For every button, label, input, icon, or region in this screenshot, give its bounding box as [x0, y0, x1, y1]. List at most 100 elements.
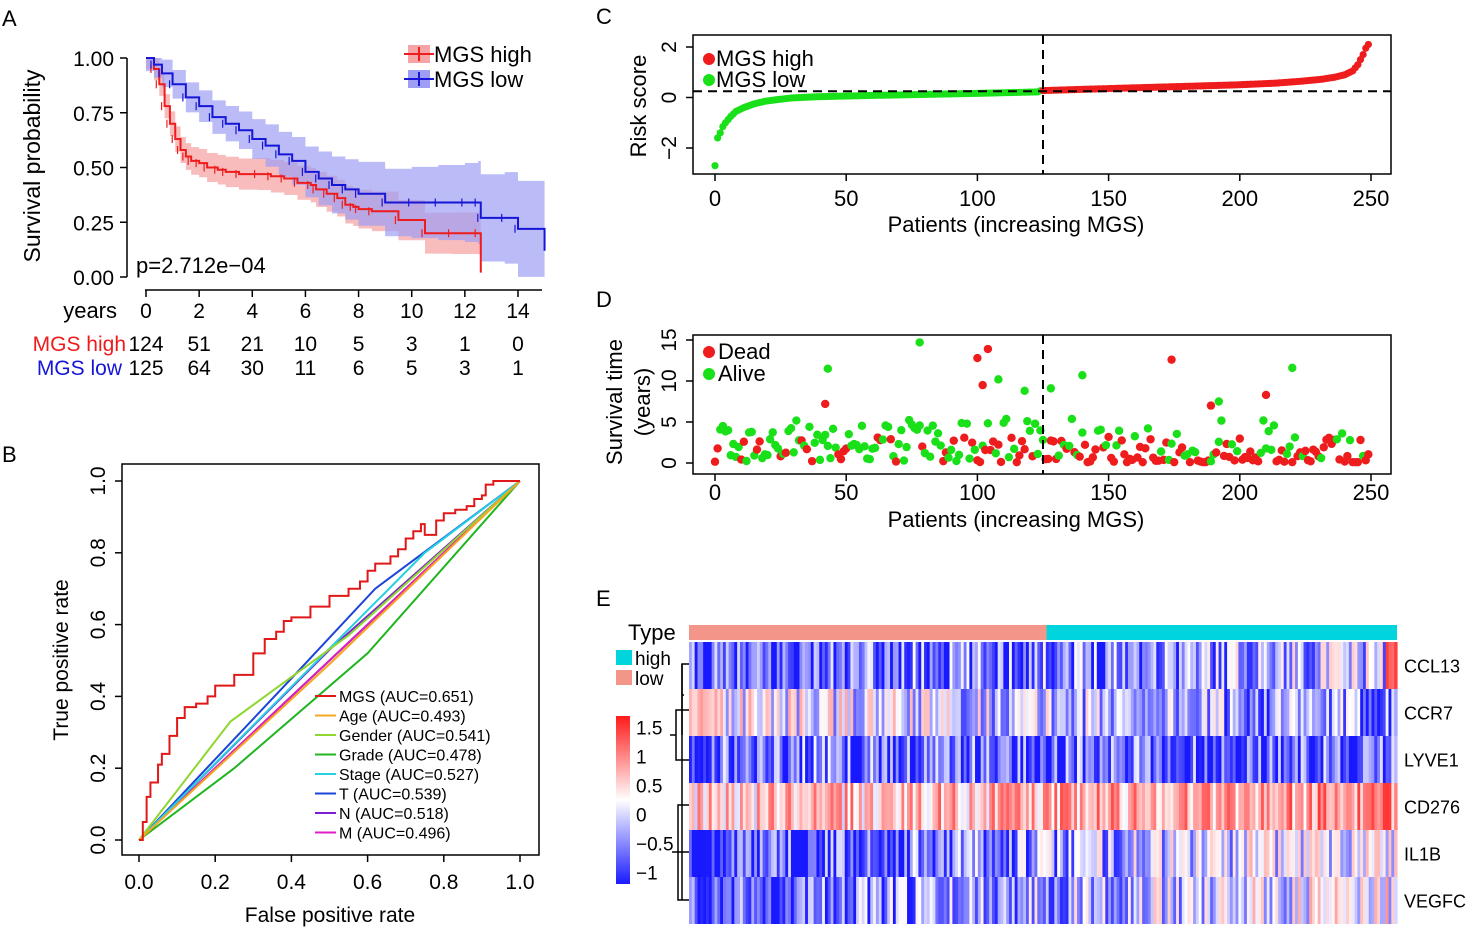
heatmap-cell — [768, 689, 772, 736]
risk-y-label: Risk score — [626, 55, 651, 158]
heatmap-cell — [1244, 736, 1248, 783]
heatmap-cell — [969, 783, 973, 830]
heatmap-cell — [884, 736, 888, 783]
heatmap-cell — [816, 783, 820, 830]
heatmap-cell — [720, 689, 724, 736]
survival-point-alive — [1227, 440, 1237, 449]
survival-point-dead — [1280, 457, 1289, 466]
heatmap-cell — [1300, 736, 1305, 783]
survival-point-alive — [1232, 446, 1242, 456]
heatmap-cell — [824, 783, 829, 830]
km-curve-low — [146, 57, 546, 251]
heatmap-cell — [1014, 642, 1019, 689]
heatmap-cell — [1040, 877, 1044, 924]
heatmap-cell — [734, 783, 738, 830]
heatmap-cell — [725, 736, 730, 783]
heatmap-cell — [1204, 689, 1208, 736]
heatmap-cell — [1045, 642, 1050, 689]
heatmap-cell — [1215, 877, 1220, 924]
heatmap-cell — [822, 877, 826, 924]
heatmap-cell — [1357, 736, 1361, 783]
heatmap-cell — [802, 736, 806, 783]
heatmap-cell — [691, 642, 696, 689]
heatmap-cell — [1043, 689, 1047, 736]
heatmap-cell — [1133, 689, 1138, 736]
heatmap-cell — [1374, 783, 1378, 830]
heatmap-cell — [1232, 642, 1237, 689]
heatmap-cell — [1020, 736, 1024, 783]
heatmap-cell — [1091, 830, 1095, 877]
heatmap-cell — [1000, 689, 1004, 736]
heatmap-cell — [895, 783, 900, 830]
heatmap-cell — [1170, 783, 1174, 830]
heatmap-cell — [708, 689, 713, 736]
heatmap-cell — [1150, 736, 1155, 783]
heatmap-cell — [966, 736, 970, 783]
heatmap-cell — [870, 689, 874, 736]
heatmap-cell — [1289, 877, 1293, 924]
heatmap-cell — [960, 642, 965, 689]
risk-legend-high-dot — [703, 53, 715, 65]
heatmap-cell — [943, 689, 948, 736]
survival-point-dead — [891, 457, 901, 466]
survival-point-alive — [813, 430, 822, 439]
heatmap-cell — [1306, 642, 1310, 689]
heatmap-cell — [850, 830, 854, 877]
heatmap-cell — [1000, 736, 1004, 783]
heatmap-cell — [830, 689, 835, 736]
heatmap-cell — [1045, 689, 1050, 736]
heatmap-cell — [1133, 830, 1138, 877]
heatmap-cell — [802, 689, 806, 736]
heatmap-cell — [805, 877, 809, 924]
heatmap-cell — [796, 783, 801, 830]
roc-curve-3 — [138, 480, 521, 841]
roc-plot: 0.00.20.40.60.81.0 0.0 0.2 0.4 0.6 0.8 1.0 Fa… — [50, 463, 540, 927]
heatmap-cell — [1122, 642, 1126, 689]
heatmap-cell — [776, 783, 781, 830]
heatmap-cell — [1348, 689, 1353, 736]
heatmap-cell — [839, 877, 843, 924]
heatmap-cell — [785, 689, 789, 736]
heatmap-cell — [972, 783, 976, 830]
heatmap-cell — [1031, 642, 1036, 689]
heatmap-cell — [881, 877, 886, 924]
risk-x-label: Patients (increasing MGS) — [888, 212, 1145, 237]
heatmap-cell — [1142, 783, 1146, 830]
heatmap-cell — [1229, 642, 1234, 689]
heatmap-cell — [997, 877, 1002, 924]
heatmap-cell — [904, 689, 908, 736]
heatmap-cell — [1218, 877, 1223, 924]
heatmap-cell — [926, 830, 931, 877]
heatmap-cell — [819, 830, 823, 877]
heatmap-cell — [861, 783, 866, 830]
heatmap-cell — [895, 689, 900, 736]
heatmap-cell — [901, 736, 905, 783]
heatmap-cell — [830, 877, 835, 924]
heatmap-cell — [861, 736, 866, 783]
km-legend-low-label: MGS low — [434, 67, 523, 92]
heatmap-cell — [960, 736, 965, 783]
heatmap-cell — [765, 736, 769, 783]
heatmap-cell — [1184, 642, 1189, 689]
heatmap-cell — [1176, 783, 1180, 830]
heatmap-cell — [1365, 877, 1370, 924]
heatmap-cell — [1272, 830, 1276, 877]
survival-point-dead — [975, 457, 985, 467]
heatmap-cell — [1340, 736, 1344, 783]
heatmap-cell — [980, 689, 985, 736]
heatmap-cell — [689, 736, 693, 783]
heatmap-cell — [708, 642, 713, 689]
heatmap-cell — [1102, 642, 1106, 689]
heatmap-cell — [807, 877, 812, 924]
heatmap-cell — [1122, 877, 1126, 924]
heatmap-cell — [1198, 877, 1203, 924]
heatmap-cell — [745, 642, 750, 689]
heatmap-cell — [946, 642, 951, 689]
heatmap-cell — [1153, 736, 1157, 783]
heatmap-cell — [1292, 736, 1296, 783]
heatmap-cell — [839, 830, 843, 877]
heatmap-cell — [887, 689, 891, 736]
heatmap-cell — [1207, 689, 1211, 736]
heatmap-cell — [983, 877, 987, 924]
